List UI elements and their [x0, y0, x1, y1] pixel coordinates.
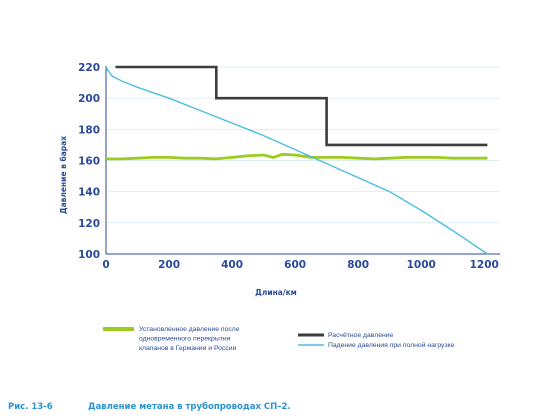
- y-tick-label-160: 160: [78, 156, 100, 168]
- figure-title: Давление метана в трубопроводах СП–2.: [88, 402, 291, 412]
- x-axis-title: Длина/км: [255, 288, 297, 297]
- y-tick-label-180: 180: [78, 124, 100, 136]
- y-axis-title: Давление в барах: [59, 136, 68, 214]
- series-line-blue: [105, 66, 488, 255]
- legend-label-blue: Падение давления при полной нагрузке: [328, 341, 455, 349]
- x-tick-label-200: 200: [158, 259, 180, 271]
- figure-number: Рис. 13-6: [8, 402, 53, 412]
- legend-label-green: Установленное давление после одновременн…: [139, 326, 241, 352]
- series-line-green: [106, 152, 488, 161]
- axes: [105, 66, 500, 255]
- y-tick-label-140: 140: [78, 187, 100, 199]
- chart-frame: 100 120 140 160 180 200 220 0 200 400 600 800 1000 12…: [8, 8, 548, 392]
- tick-labels: 100 120 140 160 180 200 220 0 200 400 600 800 1000 12…: [78, 62, 499, 271]
- x-tick-label-800: 800: [347, 259, 369, 271]
- figure-caption: Рис. 13-6 Давление метана в трубопроводах…: [8, 402, 291, 412]
- y-tick-label-120: 120: [78, 218, 100, 230]
- x-tick-label-1000: 1000: [407, 259, 436, 271]
- y-tick-label-200: 200: [78, 93, 100, 105]
- series-line-black: [115, 65, 488, 147]
- pressure-chart: 100 120 140 160 180 200 220 0 200 400 600 800 1000 12…: [59, 62, 500, 352]
- x-tick-label-1200: 1200: [470, 259, 499, 271]
- legend: Установленное давление после одновременн…: [103, 326, 455, 352]
- y-tick-label-100: 100: [78, 249, 100, 261]
- series: [105, 65, 488, 255]
- x-tick-label-0: 0: [102, 259, 109, 271]
- x-tick-label-600: 600: [284, 259, 306, 271]
- legend-label-black: Расчётное давление: [328, 332, 394, 339]
- x-tick-label-400: 400: [221, 259, 243, 271]
- y-tick-label-220: 220: [78, 62, 100, 74]
